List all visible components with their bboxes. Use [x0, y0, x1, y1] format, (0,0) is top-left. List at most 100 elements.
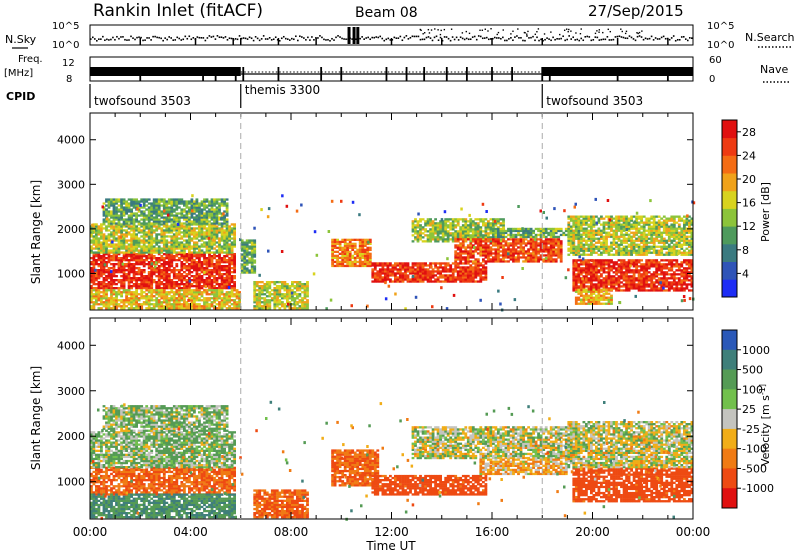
heatmap-cell	[497, 248, 500, 251]
heatmap-cell	[120, 257, 123, 260]
heatmap-cell	[102, 281, 106, 284]
heatmap-cell	[105, 291, 108, 294]
heatmap-cell	[92, 293, 96, 296]
heatmap-cell	[147, 255, 151, 258]
heatmap-cell	[220, 247, 224, 250]
heatmap-cell	[185, 303, 189, 306]
heatmap-cell	[125, 222, 128, 225]
heatmap-cell	[499, 260, 503, 263]
heatmap-cell	[105, 299, 108, 302]
heatmap-cell	[145, 231, 149, 234]
heatmap-cell	[142, 198, 146, 201]
heatmap-cell	[208, 227, 211, 230]
heatmap-cell	[348, 258, 352, 261]
nsky-point	[136, 36, 138, 39]
heatmap-cell	[487, 248, 490, 251]
heatmap-cell	[95, 255, 98, 258]
heatmap-cell	[137, 229, 141, 232]
heatmap-cell	[183, 231, 186, 234]
heatmap-cell	[424, 272, 427, 275]
heatmap-cell	[122, 229, 126, 232]
heatmap-cell	[426, 218, 430, 221]
heatmap-cell	[439, 274, 442, 277]
heatmap-cell	[291, 307, 294, 310]
heatmap-cell	[471, 266, 475, 269]
heatmap-cell	[464, 232, 468, 235]
heatmap-cell	[439, 222, 442, 225]
heatmap-cell	[195, 227, 199, 230]
heatmap-cell	[183, 239, 186, 242]
heatmap-cell	[441, 276, 445, 279]
heatmap-cell	[112, 204, 116, 207]
heatmap-cell	[100, 287, 103, 290]
heatmap-cell	[225, 218, 229, 221]
heatmap-cell	[150, 295, 154, 298]
heatmap-cell	[205, 261, 209, 264]
heatmap-cell	[504, 242, 508, 245]
heatmap-cell	[145, 239, 149, 242]
heatmap-cell	[142, 271, 146, 274]
heatmap-cell	[502, 256, 505, 259]
heatmap-cell	[336, 250, 339, 253]
heatmap-cell	[517, 231, 520, 235]
heatmap-cell	[122, 206, 126, 209]
heatmap-cell	[95, 227, 98, 230]
heatmap-cell	[454, 236, 458, 239]
heatmap-cell	[250, 245, 254, 248]
heatmap-cell	[233, 277, 236, 280]
nsky-point	[192, 36, 195, 39]
nsky-point	[588, 36, 591, 38]
heatmap-cell	[416, 268, 420, 271]
heatmap-cell	[110, 225, 113, 228]
heatmap-cell	[482, 272, 485, 275]
heatmap-cell	[353, 238, 357, 241]
heatmap-cell	[160, 239, 164, 242]
heatmap-cell	[587, 277, 591, 280]
heatmap-cell	[105, 200, 108, 203]
heatmap-cell	[155, 229, 159, 232]
heatmap-cell	[218, 259, 221, 262]
heatmap-cell	[175, 206, 179, 209]
heatmap-cell	[92, 297, 96, 300]
heatmap-cell	[185, 293, 189, 296]
heatmap-cell	[218, 208, 221, 211]
heatmap-cell	[524, 250, 528, 253]
heatmap-cell	[527, 229, 530, 233]
heatmap-cell	[137, 253, 141, 256]
heatmap-cell	[112, 245, 116, 248]
heatmap-cell	[130, 253, 133, 256]
nsky-point	[244, 37, 247, 40]
heatmap-cell	[132, 220, 136, 223]
heatmap-cell	[120, 279, 123, 282]
heatmap-cell	[142, 218, 146, 221]
heatmap-cell	[198, 281, 201, 284]
nsky-point	[240, 37, 243, 40]
heatmap-cell	[353, 250, 357, 253]
heatmap-cell	[167, 249, 171, 252]
nsky-point	[254, 36, 257, 38]
heatmap-cell	[371, 262, 375, 265]
heatmap-cell	[585, 281, 588, 284]
heatmap-cell	[218, 263, 221, 266]
heatmap-cell	[165, 257, 169, 260]
nsky-point	[210, 36, 213, 38]
heatmap-cell	[213, 265, 216, 268]
heatmap-cell	[474, 218, 478, 221]
heatmap-cell	[135, 218, 138, 221]
heatmap-cell	[193, 275, 196, 278]
heatmap-cell	[165, 267, 169, 270]
heatmap-cell	[165, 275, 169, 278]
heatmap-cell	[145, 204, 149, 207]
heatmap-cell	[117, 245, 121, 248]
heatmap-cell	[167, 210, 171, 213]
heatmap-cell	[130, 235, 133, 238]
heatmap-cell	[145, 227, 149, 230]
heatmap-cell	[534, 252, 538, 255]
heatmap-cell	[233, 287, 236, 290]
heatmap-cell	[140, 200, 144, 203]
heatmap-cell	[489, 218, 493, 221]
nsky-point	[578, 39, 581, 42]
heatmap-cell	[539, 233, 543, 237]
heatmap-cell	[489, 248, 493, 251]
heatmap-cell	[396, 268, 400, 271]
